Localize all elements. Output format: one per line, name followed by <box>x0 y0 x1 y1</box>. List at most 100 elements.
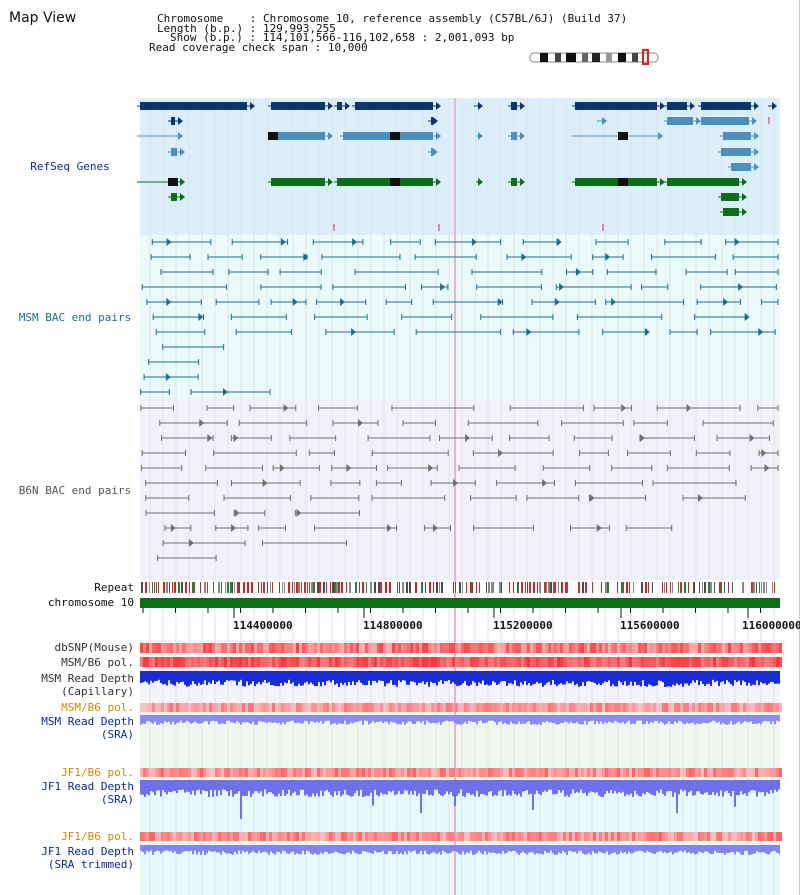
dbsnp-heat-cell <box>428 643 431 653</box>
msm-capillary-depth-bar <box>224 671 226 683</box>
dbsnp-heat-cell <box>347 643 350 653</box>
msm-pol-sra-heat-cell <box>698 703 701 712</box>
msm-read-depth-sra-sublabel: (SRA) <box>100 728 134 741</box>
jf1-pol-heat-cell <box>317 768 320 777</box>
gene-block-strand-arrow <box>178 132 183 140</box>
jf1-read-depth-sra-label[interactable]: JF1 Read Depth <box>41 780 134 793</box>
repeat-element <box>218 582 220 593</box>
jf1-trim-depth-bar <box>332 845 334 854</box>
msm-capillary-depth-bar <box>392 671 394 685</box>
msm-pol-heat-cell <box>485 657 488 667</box>
jf1-sra-depth-bar <box>256 780 258 792</box>
dbsnp-heat-cell <box>302 643 305 653</box>
msm-read-depth-capillary-label[interactable]: MSM Read Depth <box>41 672 134 685</box>
read-depth-tracks[interactable] <box>140 671 780 855</box>
msm-bac-end-arrow <box>734 238 740 246</box>
msm-sra-depth-bar <box>698 715 700 724</box>
snp-mark <box>333 224 335 231</box>
gene-block-strand-arrow <box>754 148 759 156</box>
msm-pol-sra-heat-cell <box>305 703 308 712</box>
msm-sra-depth-bar <box>536 715 538 725</box>
msm-sra-depth-bar <box>444 715 446 722</box>
msm-bac-label[interactable]: MSM BAC end pairs <box>18 311 132 324</box>
jf1-trim-depth-bar <box>448 845 450 854</box>
polymorphism-heat-tracks[interactable] <box>140 643 782 841</box>
dbsnp-heat-cell <box>278 643 281 653</box>
jf1-pol-heat-cell <box>482 768 485 777</box>
chromosome-ideogram[interactable] <box>529 49 659 65</box>
jf1-trim-depth-bar <box>206 845 208 854</box>
jf1-pol-heat-cell <box>245 768 248 777</box>
dbsnp-heat-cell <box>500 643 503 653</box>
dbsnp-label[interactable]: dbSNP(Mouse) <box>54 641 134 654</box>
msm-read-depth-sra-label[interactable]: MSM Read Depth <box>41 715 134 728</box>
jf1-pol-trim-heat-cell <box>542 832 545 841</box>
jf1-trim-depth-bar <box>736 845 738 852</box>
jf1-trim-depth-bar <box>506 845 508 853</box>
jf1-sra-depth-bar <box>560 780 562 793</box>
msm-sra-depth-bar <box>638 715 640 721</box>
refseq-gene-features[interactable] <box>137 102 777 231</box>
msm-bac-pairs[interactable] <box>140 238 779 396</box>
jf1-sra-depth-bar <box>324 780 326 792</box>
msm-b6-pol-sra-label[interactable]: MSM/B6 pol. <box>61 701 134 714</box>
dbsnp-heat-cell <box>311 643 314 653</box>
dbsnp-heat-cell <box>425 643 428 653</box>
dbsnp-heat-cell <box>716 643 719 653</box>
jf1-read-depth-trimmed-label[interactable]: JF1 Read Depth <box>41 845 134 858</box>
jf1-pol-trim-heat-cell <box>698 832 701 841</box>
msm-b6-pol-label[interactable]: MSM/B6 pol. <box>61 656 134 669</box>
msm-sra-depth-bar <box>524 715 526 725</box>
b6n-bac-pairs[interactable] <box>140 404 779 561</box>
jf1-sra-depth-bar <box>328 780 330 793</box>
jf1-pol-heat-cell <box>539 768 542 777</box>
dbsnp-heat-cell <box>776 643 779 653</box>
jf1-pol-trim-heat-cell <box>215 832 218 841</box>
dbsnp-heat-cell <box>647 643 650 653</box>
jf1-pol-heat-cell <box>551 768 554 777</box>
b6n-bac-end-arrow <box>749 434 755 442</box>
jf1-sra-depth-bar <box>706 780 708 793</box>
msm-pol-sra-heat-cell <box>683 703 686 712</box>
jf1-pol-heat-cell <box>740 768 743 777</box>
jf1-sra-depth-bar <box>234 780 236 795</box>
repeat-element <box>433 582 434 593</box>
repeat-element <box>670 582 671 593</box>
msm-pol-sra-heat-cell <box>512 703 515 712</box>
dbsnp-heat-cell <box>470 643 473 653</box>
jf1-b6-pol-label[interactable]: JF1/B6 pol. <box>61 766 134 779</box>
msm-capillary-depth-bar <box>752 671 754 685</box>
dbsnp-heat-cell <box>203 643 206 653</box>
msm-sra-depth-bar <box>660 715 662 722</box>
b6n-bac-end-arrow <box>761 449 767 457</box>
dbsnp-heat-cell <box>644 643 647 653</box>
msm-pol-heat-cell <box>656 657 659 667</box>
msm-pol-sra-heat-cell <box>677 703 680 712</box>
dbsnp-heat-cell <box>509 643 512 653</box>
refseq-genes-label[interactable]: RefSeq Genes <box>30 160 110 173</box>
msm-pol-heat-cell <box>575 657 578 667</box>
msm-pol-heat-cell <box>179 657 182 667</box>
msm-sra-depth-bar <box>540 715 542 725</box>
chromosome-bar[interactable] <box>140 598 780 608</box>
jf1-pol-trim-heat-cell <box>383 832 386 841</box>
jf1-sra-depth-bar <box>374 780 376 790</box>
msm-pol-sra-heat-cell <box>191 703 194 712</box>
jf1-pol-heat-cell <box>206 768 209 777</box>
msm-capillary-depth-bar <box>594 671 596 684</box>
msm-sra-depth-bar <box>426 715 428 721</box>
msm-sra-depth-bar <box>556 715 558 725</box>
msm-capillary-depth-bar <box>548 671 550 682</box>
dbsnp-heat-cell <box>758 643 761 653</box>
jf1-b6-pol-trimmed-label[interactable]: JF1/B6 pol. <box>61 830 134 843</box>
jf1-pol-trim-heat-cell <box>716 832 719 841</box>
msm-sra-depth-bar <box>300 715 302 724</box>
msm-pol-sra-heat-cell <box>422 703 425 712</box>
msm-capillary-depth-bar <box>442 671 444 684</box>
jf1-sra-depth-bar <box>302 780 304 790</box>
b6n-bac-label[interactable]: B6N BAC end pairs <box>18 484 132 497</box>
dbsnp-heat-cell <box>668 643 671 653</box>
repeat-track[interactable] <box>140 582 780 593</box>
msm-capillary-depth-bar <box>528 671 530 684</box>
